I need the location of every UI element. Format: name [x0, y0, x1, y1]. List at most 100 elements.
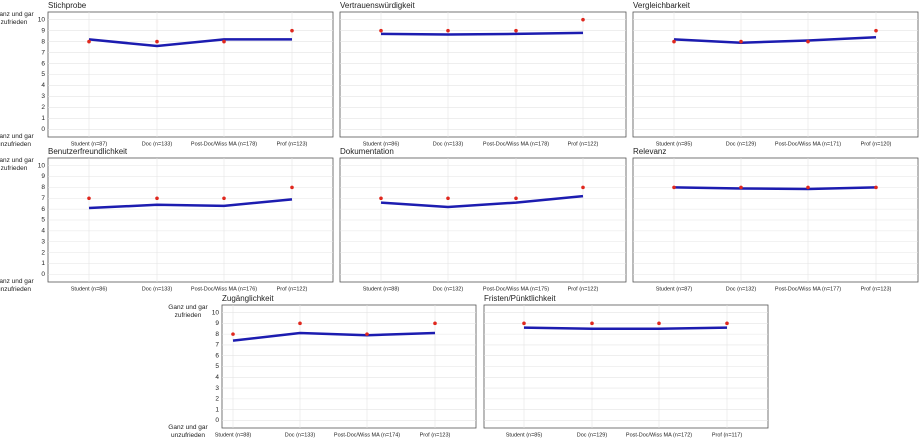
x-tick-label: Post-Doc/Wiss MA (n=171)	[775, 141, 841, 147]
point	[87, 196, 91, 201]
y-tick-label: 3	[41, 93, 45, 100]
x-tick-label: Post-Doc/Wiss MA (n=177)	[775, 286, 841, 292]
x-tick-label: Post-Doc/Wiss MA (n=172)	[626, 432, 692, 438]
point	[514, 196, 518, 201]
y-tick-label: 6	[215, 352, 219, 359]
panel-title: Zugänglichkeit	[222, 294, 274, 303]
x-tick-label: Student (n=86)	[71, 286, 108, 292]
point	[446, 196, 450, 201]
panel-title: Fristen/Pünktlichkeit	[484, 294, 556, 303]
y-tick-label: 5	[41, 217, 45, 224]
x-tick-label: Post-Doc/Wiss MA (n=174)	[334, 432, 400, 438]
point	[231, 332, 235, 336]
point	[672, 185, 676, 190]
y-tick-label: 9	[41, 173, 45, 180]
point	[365, 332, 369, 336]
y-tick-label: 6	[41, 60, 45, 67]
x-tick-label: Doc (n=133)	[142, 286, 173, 292]
mean-line	[523, 326, 728, 330]
mean-line	[380, 31, 584, 36]
x-tick-label: Student (n=85)	[506, 432, 543, 438]
panel-title: Dokumentation	[340, 147, 394, 156]
point	[298, 321, 302, 326]
x-tick-label: Prof (n=123)	[420, 432, 451, 438]
x-tick-label: Doc (n=129)	[726, 141, 757, 147]
point	[222, 39, 226, 44]
y-tick-label: 4	[41, 82, 45, 89]
y-tick-label: 4	[215, 374, 219, 381]
x-tick-label: Student (n=87)	[71, 141, 108, 147]
mean-line	[380, 194, 584, 209]
y-tick-label: 3	[215, 385, 219, 392]
point	[379, 28, 383, 33]
y-tick-label: 9	[215, 320, 219, 327]
y-tick-label: 5	[41, 71, 45, 78]
y-tick-label: 10	[38, 162, 46, 169]
point	[657, 321, 661, 326]
point	[379, 196, 383, 201]
x-tick-label: Student (n=88)	[363, 286, 400, 292]
mean-line	[232, 331, 436, 342]
point	[739, 39, 743, 44]
y-tick-label: 2	[41, 249, 45, 256]
mean-line	[88, 198, 293, 210]
point	[433, 321, 437, 326]
point	[725, 321, 729, 326]
x-tick-label: Doc (n=133)	[433, 141, 464, 147]
y-bottom-label: Ganz und gar unzufrieden	[0, 133, 34, 149]
x-tick-label: Prof (n=122)	[568, 141, 599, 147]
x-tick-label: Student (n=85)	[656, 141, 693, 147]
panel-title: Stichprobe	[48, 1, 87, 10]
y-tick-label: 8	[215, 331, 219, 338]
y-top-label: Ganz und gar zufrieden	[0, 156, 34, 172]
mean-line	[673, 35, 877, 44]
point	[739, 185, 743, 190]
y-tick-label: 4	[41, 228, 45, 235]
x-tick-label: Student (n=88)	[215, 432, 252, 438]
point	[446, 28, 450, 33]
x-tick-label: Post-Doc/Wiss MA (n=178)	[191, 141, 257, 147]
x-tick-label: Prof (n=123)	[861, 286, 892, 292]
mean-line	[673, 186, 877, 191]
y-bottom-label: Ganz und gar unzufrieden	[168, 424, 208, 438]
point	[672, 39, 676, 44]
point	[514, 28, 518, 33]
y-top-label: Ganz und gar zufrieden	[168, 303, 208, 319]
x-tick-label: Prof (n=117)	[712, 432, 742, 438]
x-tick-label: Prof (n=120)	[861, 141, 892, 147]
y-tick-label: 0	[41, 271, 45, 278]
y-tick-label: 6	[41, 206, 45, 213]
x-tick-label: Doc (n=133)	[285, 432, 316, 438]
y-tick-label: 8	[41, 184, 45, 191]
x-tick-label: Doc (n=129)	[577, 432, 608, 438]
point	[874, 28, 878, 33]
y-tick-label: 7	[41, 195, 45, 202]
y-tick-label: 10	[38, 16, 46, 23]
point	[222, 196, 226, 201]
y-tick-label: 2	[215, 396, 219, 403]
x-tick-label: Post-Doc/Wiss MA (n=175)	[483, 286, 549, 292]
point	[290, 28, 294, 33]
point	[87, 39, 91, 44]
y-tick-label: 2	[41, 104, 45, 111]
y-tick-label: 1	[215, 406, 219, 413]
y-tick-label: 7	[215, 342, 219, 349]
x-tick-label: Prof (n=122)	[277, 286, 308, 292]
panel-title: Relevanz	[633, 147, 666, 156]
y-tick-label: 0	[41, 126, 45, 133]
x-tick-label: Doc (n=132)	[433, 286, 464, 292]
y-tick-label: 9	[41, 27, 45, 34]
point	[806, 39, 810, 44]
point	[522, 321, 526, 326]
point	[581, 185, 585, 190]
y-tick-label: 3	[41, 238, 45, 245]
point	[155, 39, 159, 44]
panel-title: Benutzerfreundlichkeit	[48, 147, 128, 156]
x-tick-label: Prof (n=122)	[568, 286, 599, 292]
x-tick-label: Doc (n=133)	[142, 141, 173, 147]
y-tick-label: 5	[215, 363, 219, 370]
y-tick-label: 10	[212, 309, 220, 316]
x-tick-label: Student (n=87)	[656, 286, 693, 292]
